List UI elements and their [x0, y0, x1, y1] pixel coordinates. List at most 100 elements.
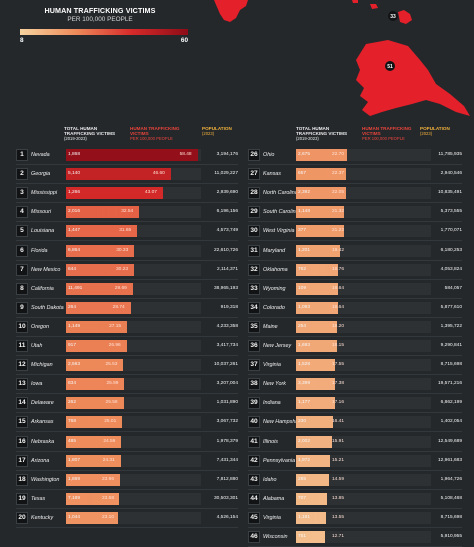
header-rate-label: HUMAN TRAFFICKING VICTIMS — [130, 126, 180, 137]
state-name: Maine — [263, 324, 278, 330]
total-victims-value: 109 — [298, 286, 307, 291]
rate-value: 25.01 — [104, 419, 117, 424]
population-value: 5,877,610 — [440, 305, 462, 310]
header-pop-label: POPULATION — [420, 126, 450, 131]
rate-bar — [296, 340, 337, 352]
population-value: 5,373,555 — [440, 209, 462, 214]
table-row: 40 New Hampshire 230 16.41 1,402,054 — [248, 413, 462, 431]
rank-badge: 7 — [16, 264, 28, 276]
row-divider — [248, 393, 462, 394]
row-divider — [248, 451, 462, 452]
total-victims-value: 1,972 — [298, 458, 311, 463]
table-row: 20 Kentucky 1,044 23.10 4,526,154 — [16, 509, 238, 527]
rate-value: 22.05 — [332, 190, 345, 195]
state-name: Arizona — [31, 458, 50, 464]
rate-bar — [66, 302, 131, 314]
total-victims-value: 7,189 — [68, 496, 81, 501]
table-row: 9 South Dakota 264 28.74 919,318 — [16, 299, 238, 317]
state-name: Texas — [31, 496, 46, 502]
state-name: Indiana — [263, 400, 281, 406]
map-label-33: 33 — [390, 14, 396, 20]
population-value: 4,573,749 — [216, 228, 238, 233]
state-name: Nebraska — [31, 439, 55, 445]
state-name: Oregon — [31, 324, 49, 330]
chart-title: HUMAN TRAFFICKING VICTIMS — [44, 6, 156, 15]
population-value: 2,940,546 — [440, 171, 462, 176]
rate-value: 14.59 — [332, 477, 345, 482]
rank-badge: 45 — [248, 512, 260, 524]
rate-bar — [66, 206, 140, 218]
population-value: 1,031,890 — [216, 400, 238, 405]
table-row: 38 New York 3,399 17.38 19,571,216 — [248, 375, 462, 393]
total-victims-value: 3,399 — [298, 381, 311, 386]
state-name: Wyoming — [263, 286, 286, 292]
rate-bar — [66, 340, 127, 352]
rank-badge: 4 — [16, 206, 28, 218]
rate-bar — [66, 436, 122, 448]
population-value: 8,715,698 — [440, 515, 462, 520]
row-divider — [16, 183, 238, 184]
rate-value: 18.64 — [332, 286, 345, 291]
row-divider — [16, 412, 238, 413]
state-name: Idaho — [263, 477, 277, 483]
total-victims-value: 485 — [68, 439, 77, 444]
total-victims-value: 644 — [68, 267, 77, 272]
state-name: Mississippi — [31, 190, 58, 196]
row-divider — [248, 355, 462, 356]
population-value: 11,785,935 — [438, 152, 462, 157]
rank-badge: 10 — [16, 321, 28, 333]
rate-bar — [296, 149, 348, 161]
rank-badge: 13 — [16, 378, 28, 390]
header-rate-sublabel: PER 100,000 PEOPLE — [362, 136, 405, 142]
legend-min-label: 8 — [20, 37, 24, 44]
rate-value: 18.20 — [332, 324, 345, 329]
state-name: Kentucky — [31, 515, 54, 521]
row-divider — [248, 279, 462, 280]
rate-value: 25.58 — [105, 400, 118, 405]
state-name: Delaware — [31, 400, 54, 406]
state-name: Michigan — [31, 362, 53, 368]
total-victims-value: 1,869 — [68, 477, 81, 482]
total-victims-value: 1,149 — [68, 324, 81, 329]
row-divider — [248, 298, 462, 299]
row-divider — [16, 451, 238, 452]
rate-value: 30.23 — [116, 267, 129, 272]
rate-value: 32.54 — [121, 209, 134, 214]
rate-value: 25.99 — [106, 381, 119, 386]
rank-badge: 36 — [248, 340, 260, 352]
map-fragment: 33 51 — [214, 0, 470, 116]
rate-bar — [296, 397, 335, 409]
state-name: New Mexico — [31, 267, 61, 273]
rate-value: 23.10 — [102, 515, 115, 520]
population-value: 3,194,176 — [216, 152, 238, 157]
total-victims-value: 1,044 — [68, 515, 81, 520]
header-total-label: TOTAL HUMAN TRAFFICKING VICTIMS — [296, 126, 348, 137]
row-divider — [16, 164, 238, 165]
rate-bar — [296, 378, 336, 390]
table-row: 36 New Jersey 1,693 18.15 9,290,841 — [248, 337, 462, 355]
total-victims-value: 1,181 — [298, 515, 311, 520]
header-rate-left: HUMAN TRAFFICKING VICTIMS PER 100,000 PE… — [130, 126, 190, 142]
table-row: 10 Oregon 1,149 27.15 4,233,358 — [16, 318, 238, 336]
total-victims-value: 285 — [298, 477, 307, 482]
total-victims-value: 1,528 — [298, 362, 311, 367]
row-divider — [16, 374, 238, 375]
population-value: 1,978,379 — [216, 439, 238, 444]
map-label-circle — [385, 61, 395, 71]
rate-value: 17.16 — [332, 400, 345, 405]
state-name: Georgia — [31, 171, 51, 177]
rate-value: 12.71 — [332, 534, 345, 539]
population-value: 1,395,722 — [440, 324, 462, 329]
rank-badge: 33 — [248, 283, 260, 295]
total-victims-value: 262 — [68, 400, 77, 405]
population-value: 3,417,734 — [216, 343, 238, 348]
state-name: Louisiana — [31, 228, 55, 234]
rank-badge: 40 — [248, 416, 260, 428]
state-name: Wisconsin — [263, 534, 288, 540]
table-row: 33 Wyoming 109 18.64 584,057 — [248, 280, 462, 298]
total-victims-value: 2,675 — [298, 152, 311, 157]
rate-value: 16.41 — [332, 419, 345, 424]
table-row: 39 Indiana 1,177 17.16 6,862,199 — [248, 394, 462, 412]
rank-badge: 44 — [248, 493, 260, 505]
state-name: Colorado — [263, 305, 285, 311]
